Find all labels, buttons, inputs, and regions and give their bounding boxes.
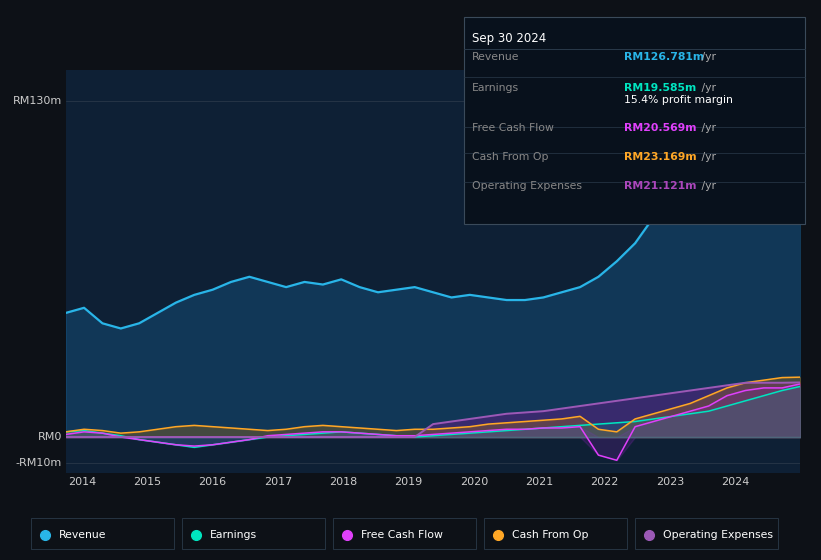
Text: 2016: 2016 bbox=[199, 477, 227, 487]
Text: RM23.169m: RM23.169m bbox=[624, 152, 696, 162]
Text: Earnings: Earnings bbox=[210, 530, 257, 540]
Text: /yr: /yr bbox=[698, 83, 716, 93]
Text: -RM10m: -RM10m bbox=[16, 458, 62, 468]
Text: RM20.569m: RM20.569m bbox=[624, 123, 696, 133]
Text: Free Cash Flow: Free Cash Flow bbox=[361, 530, 443, 540]
Text: /yr: /yr bbox=[698, 123, 716, 133]
Text: 2022: 2022 bbox=[590, 477, 619, 487]
Text: 2023: 2023 bbox=[656, 477, 684, 487]
Text: RM130m: RM130m bbox=[13, 96, 62, 106]
Text: RM21.121m: RM21.121m bbox=[624, 181, 696, 191]
Text: 15.4% profit margin: 15.4% profit margin bbox=[624, 95, 733, 105]
Text: 2021: 2021 bbox=[525, 477, 553, 487]
Text: 2017: 2017 bbox=[264, 477, 292, 487]
Text: RM126.781m: RM126.781m bbox=[624, 52, 704, 62]
Text: 2024: 2024 bbox=[721, 477, 750, 487]
Text: 2020: 2020 bbox=[460, 477, 488, 487]
Text: Cash From Op: Cash From Op bbox=[472, 152, 548, 162]
Text: RM19.585m: RM19.585m bbox=[624, 83, 696, 93]
Text: 2019: 2019 bbox=[394, 477, 423, 487]
Text: Revenue: Revenue bbox=[472, 52, 520, 62]
Text: 2018: 2018 bbox=[329, 477, 357, 487]
Text: Operating Expenses: Operating Expenses bbox=[663, 530, 773, 540]
Text: Free Cash Flow: Free Cash Flow bbox=[472, 123, 554, 133]
Text: RM0: RM0 bbox=[38, 432, 62, 442]
Text: Sep 30 2024: Sep 30 2024 bbox=[472, 32, 546, 45]
Text: Earnings: Earnings bbox=[472, 83, 519, 93]
Text: 2014: 2014 bbox=[68, 477, 96, 487]
Text: 2015: 2015 bbox=[133, 477, 162, 487]
Text: Cash From Op: Cash From Op bbox=[512, 530, 589, 540]
Text: /yr: /yr bbox=[698, 181, 716, 191]
Text: Revenue: Revenue bbox=[59, 530, 107, 540]
Text: /yr: /yr bbox=[698, 52, 716, 62]
Text: Operating Expenses: Operating Expenses bbox=[472, 181, 582, 191]
Text: /yr: /yr bbox=[698, 152, 716, 162]
